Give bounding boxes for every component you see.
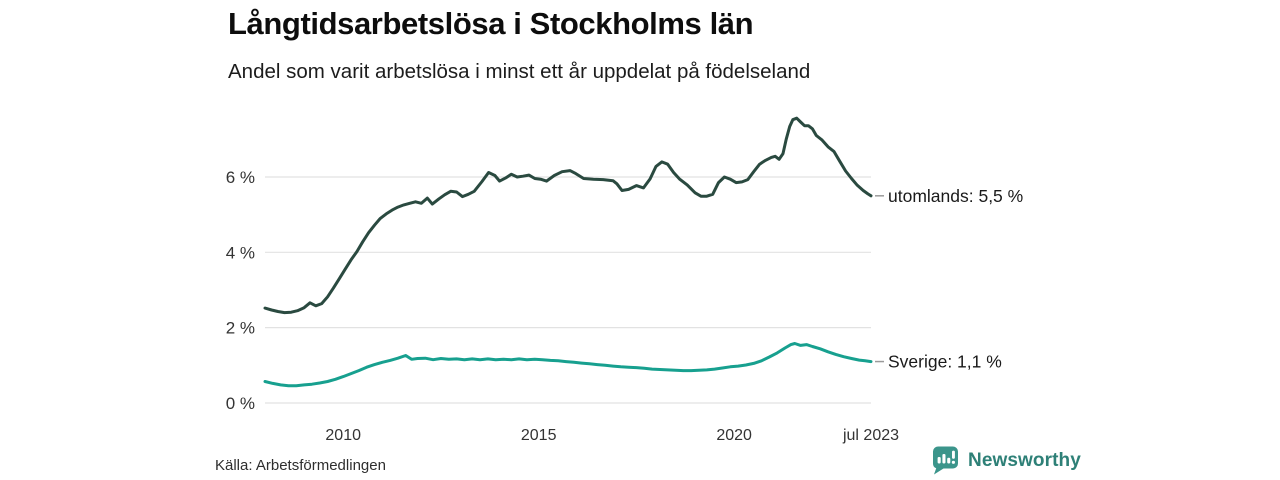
- x-axis-tick-label: jul 2023: [842, 427, 899, 444]
- source-note: Källa: Arbetsförmedlingen: [215, 457, 386, 474]
- x-axis-tick-label: 2010: [325, 427, 361, 444]
- brand-logo: Newsworthy: [932, 446, 1081, 475]
- chart-subtitle: Andel som varit arbetslösa i minst ett å…: [228, 60, 811, 83]
- y-axis-tick-label: 2 %: [226, 319, 255, 338]
- series-line-utomlands: [263, 116, 873, 315]
- chart-title: Långtidsarbetslösa i Stockholms län: [228, 6, 754, 41]
- logo-bar-icon: [947, 457, 951, 464]
- logo-bar-icon: [942, 454, 946, 464]
- logo-exclamation-icon: [952, 450, 955, 459]
- series-line-Sverige: [263, 342, 873, 388]
- y-axis-tick-label: 4 %: [226, 243, 255, 262]
- series-end-label-utomlands: utomlands: 5,5 %: [888, 186, 1023, 206]
- newsworthy-logo-icon: [932, 446, 958, 475]
- y-axis-tick-label: 0 %: [226, 394, 255, 413]
- x-axis-tick-label: 2020: [716, 427, 752, 444]
- logo-bar-icon: [937, 457, 941, 464]
- x-axis-tick-label: 2015: [521, 427, 557, 444]
- logo-exclamation-dot: [951, 460, 955, 464]
- series-end-label-Sverige: Sverige: 1,1 %: [888, 352, 1002, 372]
- brand-name: Newsworthy: [968, 449, 1081, 471]
- y-axis-tick-label: 6 %: [226, 168, 255, 187]
